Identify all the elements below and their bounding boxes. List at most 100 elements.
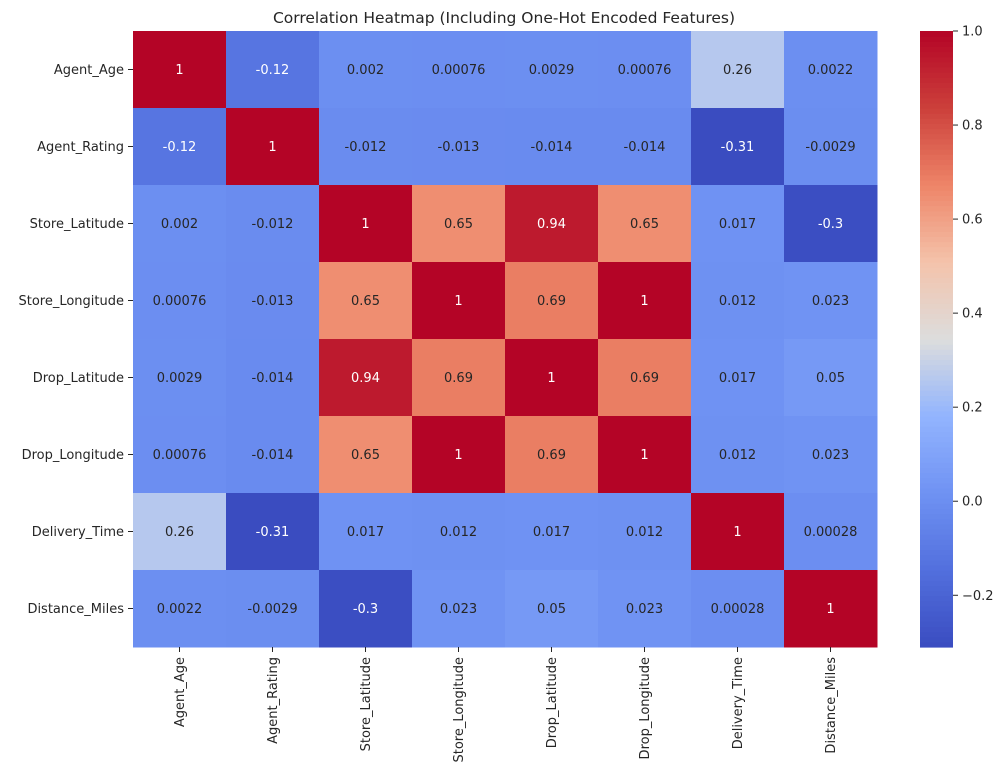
cell-annotation: 0.69 xyxy=(537,294,566,309)
cell-annotation: 0.65 xyxy=(351,294,380,309)
y-tick-label: Store_Latitude xyxy=(30,217,124,232)
cell-annotation: 1 xyxy=(268,140,276,155)
cell-annotation: 1 xyxy=(733,525,741,540)
y-tick-label: Drop_Longitude xyxy=(22,448,124,463)
heatmap-cell xyxy=(598,570,692,648)
colorbar-segment xyxy=(920,636,953,643)
colorbar-tick-label: 0.8 xyxy=(962,119,983,134)
heatmap-cell xyxy=(598,108,692,186)
colorbar-segment xyxy=(920,611,953,617)
heatmap-cell xyxy=(319,416,413,494)
colorbar-segment xyxy=(920,303,953,309)
colorbar-segment xyxy=(920,31,953,37)
colorbar-segment xyxy=(920,534,953,540)
heatmap-cell xyxy=(133,493,227,571)
cell-annotation: 0.05 xyxy=(537,602,566,617)
colorbar-segment xyxy=(920,600,953,607)
x-tick-label: Agent_Age xyxy=(173,657,188,727)
colorbar-segment xyxy=(920,226,953,232)
cell-annotation: 1 xyxy=(547,371,555,386)
colorbar-segment xyxy=(920,210,953,217)
cell-annotation: 0.023 xyxy=(626,602,663,617)
heatmap-cell xyxy=(319,31,413,109)
colorbar-segment xyxy=(920,544,953,551)
colorbar-segment xyxy=(920,246,953,253)
colorbar-segment xyxy=(920,118,953,124)
cell-annotation: -0.3 xyxy=(818,217,843,232)
colorbar-segment xyxy=(920,467,953,474)
heatmap-cell xyxy=(505,416,599,494)
colorbar-segment xyxy=(920,97,953,104)
y-tick-label: Store_Longitude xyxy=(18,294,124,309)
heatmap-cell xyxy=(784,185,878,263)
colorbar-segment xyxy=(920,380,953,386)
colorbar-segment xyxy=(920,272,953,278)
colorbar-segment xyxy=(920,528,953,535)
colorbar-segment xyxy=(920,138,953,145)
colorbar-segment xyxy=(920,46,953,53)
heatmap-cell xyxy=(226,416,320,494)
colorbar-tick-label: 1.0 xyxy=(962,25,983,40)
heatmap-cell xyxy=(226,339,320,417)
colorbar-segment xyxy=(920,262,953,268)
heatmap-cell xyxy=(505,570,599,648)
colorbar-segment xyxy=(920,108,953,114)
heatmap-cell xyxy=(412,31,506,109)
cell-annotation: 0.017 xyxy=(347,525,384,540)
colorbar-segment xyxy=(920,179,953,186)
cell-annotation: 1 xyxy=(361,217,369,232)
heatmap-cell xyxy=(319,493,413,571)
colorbar-segment xyxy=(920,251,953,258)
colorbar-segment xyxy=(920,143,953,150)
colorbar-segment xyxy=(920,190,953,196)
colorbar-segment xyxy=(920,205,953,212)
colorbar-tick-label: 0.0 xyxy=(962,495,983,510)
x-tick-label: Distance_Miles xyxy=(824,657,839,754)
colorbar-segment xyxy=(920,339,953,345)
cell-annotation: 1 xyxy=(175,63,183,78)
colorbar-segment xyxy=(920,462,953,468)
colorbar-segment xyxy=(920,549,953,556)
colorbar-segment xyxy=(920,292,953,299)
x-tick-label: Store_Latitude xyxy=(359,657,374,751)
cell-annotation: 0.017 xyxy=(719,371,756,386)
colorbar-segment xyxy=(920,590,953,597)
heatmap-cell xyxy=(784,493,878,571)
cell-annotation: 0.65 xyxy=(630,217,659,232)
cell-annotation: 0.002 xyxy=(347,63,384,78)
colorbar-segment xyxy=(920,400,953,407)
heatmap-cell xyxy=(691,185,785,263)
heatmap-cell xyxy=(319,339,413,417)
heatmap-cell xyxy=(133,416,227,494)
cell-annotation: 0.94 xyxy=(351,371,380,386)
colorbar-tick-label: 0.2 xyxy=(962,401,983,416)
colorbar-segment xyxy=(920,344,953,350)
heatmap-cell xyxy=(784,570,878,648)
colorbar-segment xyxy=(920,149,953,155)
heatmap-cell xyxy=(505,108,599,186)
colorbar-segment xyxy=(920,374,953,381)
cell-annotation: 0.023 xyxy=(440,602,477,617)
heatmap-cell xyxy=(784,416,878,494)
heatmap-cell xyxy=(412,416,506,494)
cell-annotation: 0.26 xyxy=(165,525,194,540)
heatmap-cell xyxy=(412,493,506,571)
colorbar-segment xyxy=(920,231,953,237)
heatmap-cell xyxy=(226,185,320,263)
colorbar-segment xyxy=(920,605,953,612)
colorbar-segment xyxy=(920,154,953,160)
cell-annotation: 0.002 xyxy=(161,217,198,232)
heatmap-cell xyxy=(784,108,878,186)
colorbar-segment xyxy=(920,523,953,530)
cell-annotation: -0.0029 xyxy=(247,602,297,617)
colorbar-segment xyxy=(920,564,953,571)
colorbar-segment xyxy=(920,503,953,509)
colorbar-segment xyxy=(920,508,953,515)
colorbar-segment xyxy=(920,267,953,273)
colorbar-segment xyxy=(920,518,953,525)
colorbar: −0.2 0.0 0.2 0.4 0.6 0.8 1.0 xyxy=(920,25,994,648)
colorbar-segment xyxy=(920,451,953,458)
colorbar-segment xyxy=(920,56,953,63)
cell-annotation: 0.94 xyxy=(537,217,566,232)
heatmap-cell xyxy=(598,31,692,109)
